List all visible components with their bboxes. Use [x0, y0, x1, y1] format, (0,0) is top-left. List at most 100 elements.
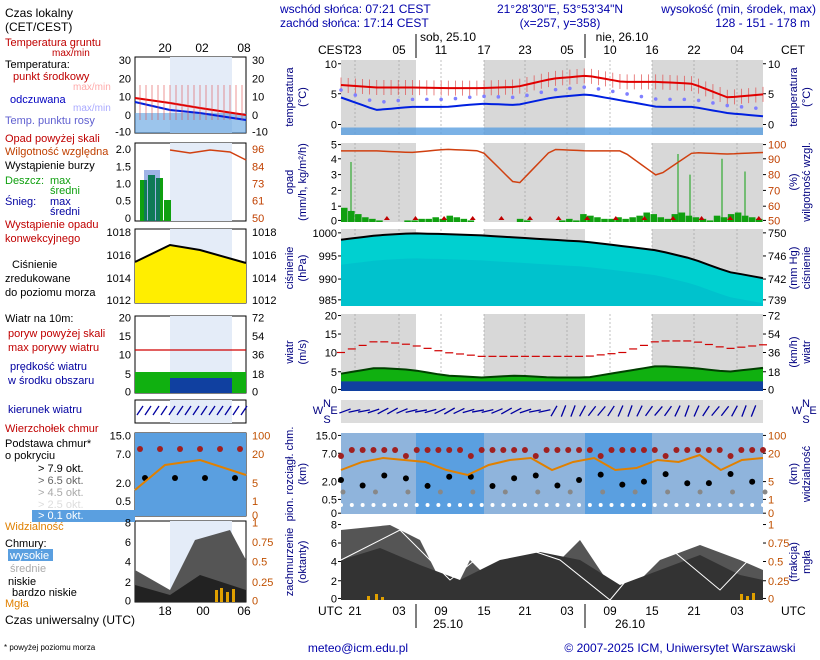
legend-pressure-area	[135, 245, 246, 303]
cloud-tick: 4	[331, 557, 337, 569]
cloud-base-point	[403, 503, 408, 507]
cloud-top-point	[413, 447, 420, 453]
legend-wind-arrow	[168, 405, 176, 416]
ground-temp-maxmin: max/min	[52, 48, 90, 59]
top-hour-label: 16	[645, 43, 659, 57]
legend-sky-fill	[135, 433, 246, 516]
cloud-base-point	[567, 489, 573, 495]
cet-label: CET	[781, 43, 806, 57]
legend-left-tick: 1.0	[116, 179, 131, 191]
humidity-axis-label-unit: wilgotność wzgl.	[801, 142, 813, 222]
wind-arrow	[644, 405, 654, 417]
wind-kmh-label-title: (km/h)	[788, 336, 800, 367]
pressure-label-1: Ciśnienie	[12, 259, 57, 271]
panel-precip	[341, 143, 763, 222]
temp-tick-right: 5	[768, 89, 774, 101]
mid-cloud-label: średnie	[10, 563, 46, 575]
clouds-axis-label-title: zachmurzenie	[284, 528, 296, 596]
legend-right-tick: 0	[252, 595, 258, 607]
cloud-top-point	[586, 447, 593, 453]
cloud-top-point	[738, 447, 745, 453]
cloudbase-tick: 0	[331, 508, 337, 520]
wind-kmh-label: (km/h) wiatr	[788, 336, 813, 367]
cloud-base-point	[424, 482, 431, 489]
rain-bar	[685, 215, 693, 222]
cloud-base-label: Podstawa chmur*	[5, 438, 92, 450]
legend-fog-bar	[220, 588, 223, 602]
legend-left-tick: 1016	[107, 250, 131, 262]
fog-label: Mgła	[5, 598, 30, 610]
cloud-base-point	[665, 489, 671, 495]
legend-right-tick: 100	[252, 430, 270, 442]
legend-local-tick: 20	[158, 41, 172, 55]
felt-temp-point	[425, 97, 429, 102]
legend-temp-line	[134, 97, 247, 116]
rain-bar	[404, 220, 411, 222]
rain-max-label: max	[50, 175, 71, 187]
ground-temp-band	[341, 127, 763, 135]
rain-bar	[629, 217, 636, 222]
cloud-top-point	[338, 453, 344, 459]
legend-wind-arrow	[232, 405, 240, 416]
very-low-cloud-label: bardzo niskie	[12, 587, 77, 599]
convective-marker	[641, 216, 648, 220]
legend-wind-arrow	[184, 405, 192, 416]
rain-bar	[467, 220, 475, 222]
cloud-base-point	[652, 503, 657, 507]
footnote-text: * powyżej poziomu morza	[4, 643, 96, 652]
convective-marker	[469, 216, 476, 220]
legend-top-point	[137, 446, 143, 452]
legend-left-tick: 10	[119, 92, 131, 104]
cloud-base-point	[447, 503, 452, 507]
visibility-tick: 20	[768, 448, 780, 460]
legend-base-point	[202, 475, 208, 481]
legend-right-tick: 30	[252, 55, 264, 67]
felt-temp-point	[467, 95, 472, 100]
bottom-hour-label: 03	[392, 604, 406, 618]
legend-left-tick: 0	[125, 595, 131, 607]
felt-temp-point	[739, 105, 744, 109]
fog-bar	[752, 593, 755, 600]
felt-temp-point	[339, 88, 343, 92]
legend-base-point	[232, 475, 238, 481]
cloud-base-point	[663, 503, 668, 507]
legend-rain-bar	[164, 200, 171, 221]
cloud-top-point	[381, 447, 388, 453]
cloud-base-point	[381, 472, 388, 479]
legend-right-tick: 1018	[252, 227, 276, 239]
wind-arrow	[654, 405, 663, 417]
legend-right-tick: 50	[252, 213, 264, 225]
cover-25-label: > 2.5 okt.	[38, 499, 84, 511]
pressure-mmhg-tick: 750	[768, 228, 786, 240]
day2-top-label: nie, 26.10	[596, 30, 649, 44]
felt-temp-point	[639, 94, 644, 99]
cloud-base-point	[619, 481, 626, 488]
rain-bar	[376, 220, 383, 222]
bottom-hour-label: 21	[518, 604, 532, 618]
cloudbase-tick: 15.0	[316, 430, 337, 442]
humidity-tick: 60	[768, 201, 780, 213]
cloud-cover-label: o pokryciu	[5, 450, 55, 462]
convective-marker	[441, 216, 448, 220]
wind-arrow	[597, 405, 606, 417]
contact-email[interactable]: meteo@icm.edu.pl	[308, 641, 408, 655]
convective-label-2: konwekcyjnego	[5, 233, 80, 245]
cest-label: CEST	[318, 43, 351, 57]
felt-maxmin-label: max/min	[73, 103, 111, 114]
cloud-top-point	[543, 447, 550, 453]
pressure-area-low	[341, 258, 763, 306]
rain-bar	[355, 214, 362, 222]
cloud-base-point	[535, 489, 541, 495]
rain-bar	[678, 212, 686, 222]
cloud-base-point	[620, 503, 625, 507]
wind-arrow	[396, 408, 408, 414]
cloud-base-point	[749, 478, 756, 485]
pressure-axis-label: ciśnienie (hPa)	[284, 247, 309, 290]
cloud-base-point	[577, 503, 582, 507]
compass-n: N	[323, 398, 331, 410]
temp-axis-label-right: temperatura (°C)	[788, 66, 813, 126]
convective-marker	[755, 216, 762, 220]
top-hour-label: 23	[348, 43, 362, 57]
compass-e-right: E	[809, 405, 816, 417]
